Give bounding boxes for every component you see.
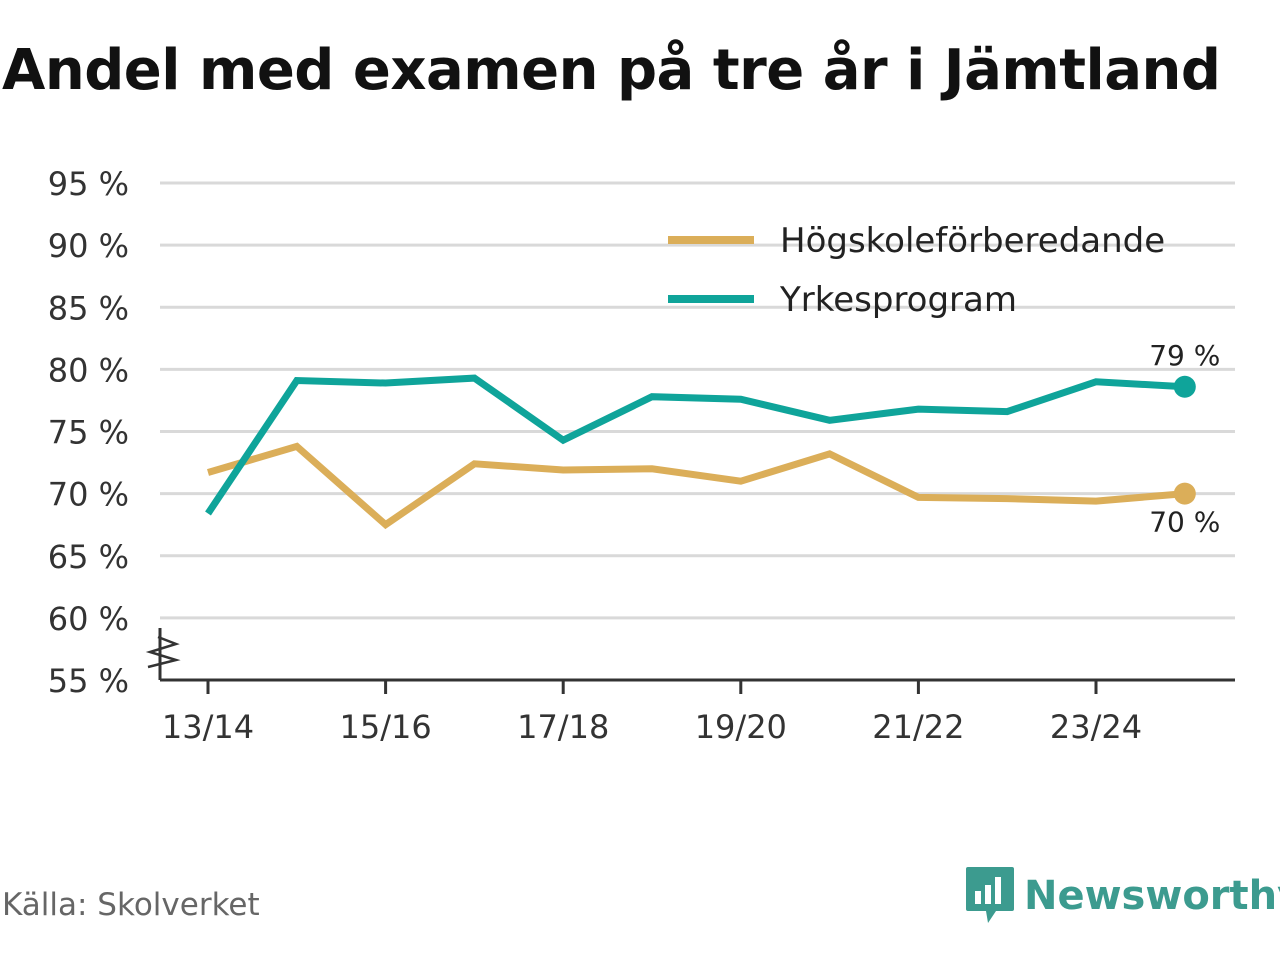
newsworthy-logo-icon: [966, 867, 1014, 923]
y-tick-label: 90 %: [48, 227, 129, 265]
series-endpoint: [1173, 375, 1196, 398]
end-value-label: 70 %: [1149, 506, 1220, 539]
y-tick-label: 70 %: [48, 476, 129, 514]
y-tick-label: 65 %: [48, 538, 129, 576]
line-chart: 55 % 60 % 65 % 70 % 75 % 80 % 85 % 90 % 95 % 13/1…: [48, 165, 1235, 746]
y-tick-label: 95 %: [48, 165, 129, 203]
legend-label: Yrkesprogram: [779, 280, 1017, 320]
x-tick-label: 17/18: [517, 708, 609, 746]
axes: 55 % 60 % 65 % 70 % 75 % 80 % 85 % 90 % 95 % 13/1…: [48, 165, 1235, 746]
brand-logo: Newsworthy: [964, 864, 1280, 928]
x-tick-label: 13/14: [162, 708, 254, 746]
legend: Högskoleförberedande Yrkesprogram: [668, 221, 1165, 320]
series-endpoint: [1173, 482, 1196, 505]
axis-break-icon: [145, 635, 181, 669]
series: 70 % 79 %: [205, 339, 1220, 539]
y-tick-label: 55 %: [48, 662, 129, 700]
source-note: Källa: Skolverket: [2, 887, 260, 923]
end-value-label: 79 %: [1149, 339, 1220, 372]
brand-name: Newsworthy: [1024, 873, 1280, 919]
legend-label: Högskoleförberedande: [780, 221, 1165, 261]
x-tick-label: 21/22: [872, 708, 964, 746]
x-tick-label: 23/24: [1050, 708, 1142, 746]
gridlines: [160, 181, 1235, 620]
x-tick-label: 19/20: [695, 708, 787, 746]
y-tick-label: 80 %: [48, 351, 129, 389]
series-line-hogskoleforberedande: [207, 442, 1186, 530]
y-tick-label: 85 %: [48, 289, 129, 327]
y-tick-label: 60 %: [48, 600, 129, 638]
series-line-yrkesprogram: [205, 374, 1185, 516]
y-tick-label: 75 %: [48, 414, 129, 452]
chart-title: Andel med examen på tre år i Jämtland: [2, 38, 1221, 103]
x-tick-label: 15/16: [339, 708, 431, 746]
